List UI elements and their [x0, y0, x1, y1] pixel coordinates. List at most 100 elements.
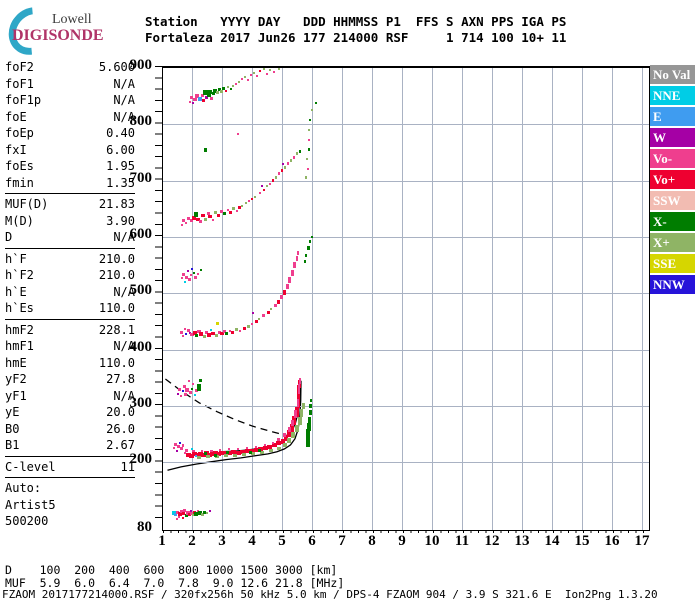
echo-point — [193, 275, 197, 279]
gridline-200km — [163, 462, 649, 464]
echo-point — [193, 394, 196, 397]
echo-point — [306, 168, 309, 171]
echo-point — [183, 451, 186, 454]
echo-point — [190, 387, 193, 390]
parameter-label: h`F — [5, 251, 27, 266]
parameter-label: yE — [5, 405, 20, 419]
echo-point — [293, 155, 296, 159]
echo-point — [286, 283, 289, 289]
echo-point — [306, 158, 308, 161]
legend-item-vo: Vo+ — [650, 170, 695, 189]
echo-point — [226, 451, 232, 456]
legend-item-noval: No Val — [650, 65, 695, 84]
parameter-row: yE 20.0 — [5, 404, 135, 421]
echo-point — [257, 449, 261, 453]
parameter-value: 6.00 — [106, 142, 135, 157]
autoscaling-info: Auto: Artist5 500200 — [5, 480, 135, 530]
echo-point — [272, 179, 275, 183]
echo-point — [277, 299, 280, 304]
echo-point — [181, 272, 185, 276]
echo-point — [292, 415, 297, 425]
x-tick-label-9: 9 — [398, 533, 406, 549]
echo-point — [189, 100, 191, 103]
echo-point — [179, 442, 182, 445]
echo-point — [191, 513, 195, 517]
legend-item-x: X+ — [650, 233, 695, 252]
parameter-row: M(D) 3.90 — [5, 213, 135, 230]
echo-point — [198, 451, 203, 456]
echo-point — [246, 79, 249, 82]
panel-separator — [5, 247, 135, 249]
echo-point — [219, 449, 221, 451]
echo-point — [297, 416, 302, 425]
doppler-direction-legend: No Val NNE E W Vo- Vo+ SSW X- X+ SSE NNW — [650, 65, 695, 296]
echo-point — [206, 211, 210, 215]
y-tick-label-800: 800 — [129, 113, 153, 130]
echo-point — [294, 409, 298, 418]
parameter-value: 0.40 — [106, 126, 135, 140]
echo-point — [295, 255, 298, 261]
ionogram-plot-area — [162, 66, 650, 531]
echo-point — [278, 172, 281, 176]
parameter-value: N/A — [113, 284, 135, 299]
echo-point — [197, 272, 200, 275]
parameter-value: N/A — [113, 388, 135, 403]
echo-point — [200, 93, 204, 97]
echo-point — [266, 185, 269, 188]
echo-point — [277, 68, 280, 71]
echo-point — [184, 448, 188, 452]
parameter-row: hmF2 228.1 — [5, 322, 135, 339]
parameter-label: M(D) — [5, 213, 34, 228]
echo-point — [190, 511, 193, 515]
header-values-row: Fortaleza 2017 Jun26 177 214000 RSF 1 71… — [145, 30, 567, 45]
panel-separator — [5, 318, 135, 320]
echo-point — [183, 327, 186, 330]
y-tick-label-80: 80 — [137, 519, 152, 535]
lowell-digisonde-logo: Lowell DIGISONDE — [0, 0, 136, 65]
echo-point — [185, 387, 189, 392]
echo-point — [194, 389, 198, 393]
echo-point — [180, 224, 183, 227]
parameter-label: B0 — [5, 421, 20, 436]
echo-point — [224, 454, 228, 458]
echo-point — [258, 192, 261, 195]
echo-point — [202, 90, 208, 96]
parameter-label: h`Es — [5, 301, 34, 315]
echo-point — [197, 330, 201, 334]
muf-row: MUF 5.9 6.0 6.4 7.0 7.8 9.0 12.6 21.8 [M… — [5, 575, 345, 590]
autoscaling-info-line: 500200 — [5, 514, 49, 528]
parameter-row: foEs 1.95 — [5, 158, 135, 175]
echo-point — [309, 398, 312, 402]
echo-point — [194, 93, 199, 98]
echo-point — [212, 88, 217, 93]
echo-point — [231, 330, 235, 334]
echo-point — [258, 317, 260, 320]
parameter-label: MUF(D) — [5, 197, 49, 211]
echo-point — [204, 451, 209, 456]
parameter-value: 210.0 — [98, 251, 135, 266]
legend-item-e: E — [650, 107, 695, 126]
echo-point — [197, 97, 202, 101]
echo-point — [258, 446, 263, 451]
echo-point — [263, 188, 266, 191]
echo-point — [265, 72, 268, 75]
echo-point — [215, 454, 219, 458]
echo-point — [240, 204, 243, 207]
x-tick-label-16: 16 — [604, 533, 620, 549]
echo-point — [206, 93, 211, 97]
parameter-row: foEp 0.40 — [5, 125, 135, 142]
x-tick-label-6: 6 — [308, 533, 316, 549]
echo-point — [231, 85, 234, 87]
echo-point — [184, 221, 187, 224]
echo-point — [191, 215, 196, 220]
valley-extrapolation-dashed — [165, 378, 294, 438]
legend-item-sse: SSE — [650, 254, 695, 273]
echo-point — [187, 216, 190, 220]
echo-point — [235, 450, 241, 455]
parameter-label: h`F2 — [5, 268, 34, 282]
legend-item-vo: Vo- — [650, 149, 695, 168]
echo-point — [315, 101, 317, 104]
echo-point — [283, 433, 286, 438]
y-tick-label-200: 200 — [129, 451, 153, 468]
echo-point — [220, 209, 223, 213]
